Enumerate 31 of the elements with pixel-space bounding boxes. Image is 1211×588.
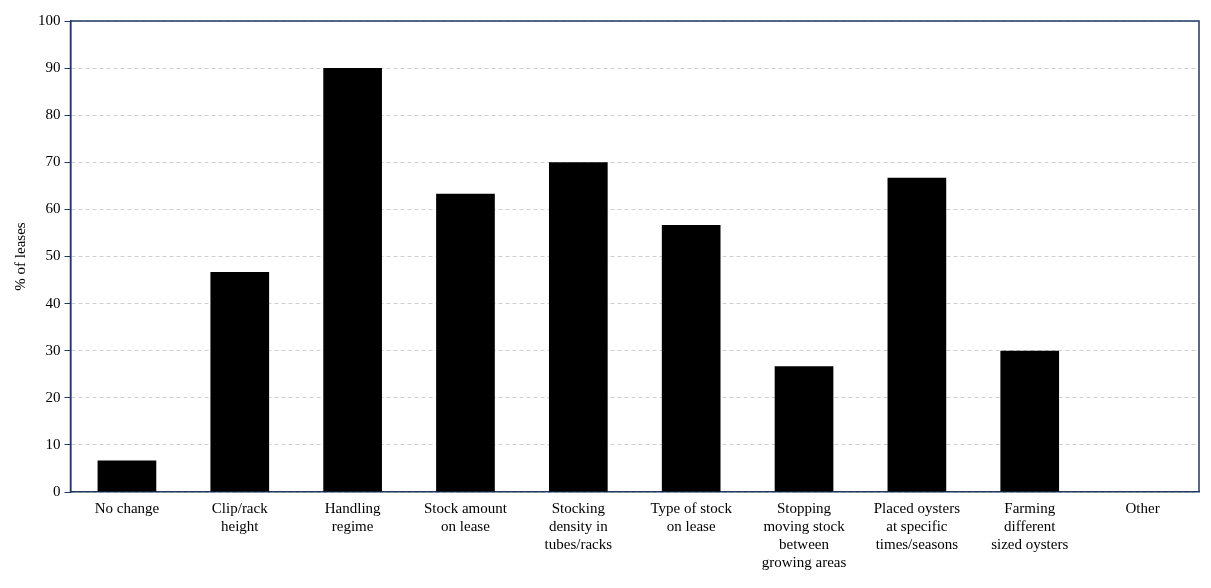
x-tick-label: Stocking density in tubes/racks xyxy=(544,499,613,552)
x-tick-label: Clip/rack height xyxy=(211,499,269,534)
bar xyxy=(436,193,495,492)
y-tick-label: 10 xyxy=(45,435,61,452)
x-tick-label: Type of stock on lease xyxy=(650,499,733,534)
x-tick-label: Stock amount on lease xyxy=(424,499,508,534)
bar xyxy=(1000,350,1060,492)
bar xyxy=(210,272,270,492)
bar xyxy=(774,366,834,492)
y-tick-label: 80 xyxy=(45,106,61,123)
y-tick-label: 50 xyxy=(45,247,61,264)
bar xyxy=(548,162,608,492)
y-tick-label: 40 xyxy=(45,294,61,311)
bar xyxy=(887,177,947,492)
y-tick-label: 20 xyxy=(45,388,61,405)
y-tick-label: 60 xyxy=(45,200,61,217)
x-tick-label: Other xyxy=(1125,499,1160,516)
bar xyxy=(661,224,721,492)
x-tick-label: Placed oysters at specific times/seasons xyxy=(873,499,961,552)
bar xyxy=(323,68,382,492)
x-tick-label: Stopping moving stock between growing areas xyxy=(761,499,847,570)
y-tick-label: 0 xyxy=(53,482,61,499)
y-tick-label: 30 xyxy=(45,341,61,358)
x-tick-label: Handling regime xyxy=(324,499,382,534)
bar xyxy=(97,460,157,492)
x-tick-label: Farming different sized oysters xyxy=(991,499,1069,552)
y-tick-label: 100 xyxy=(38,11,61,28)
y-axis-title: % of leases xyxy=(11,222,28,291)
x-tick-label: No change xyxy=(94,499,160,516)
y-tick-label: 90 xyxy=(45,59,61,76)
y-tick-label: 70 xyxy=(45,153,61,170)
